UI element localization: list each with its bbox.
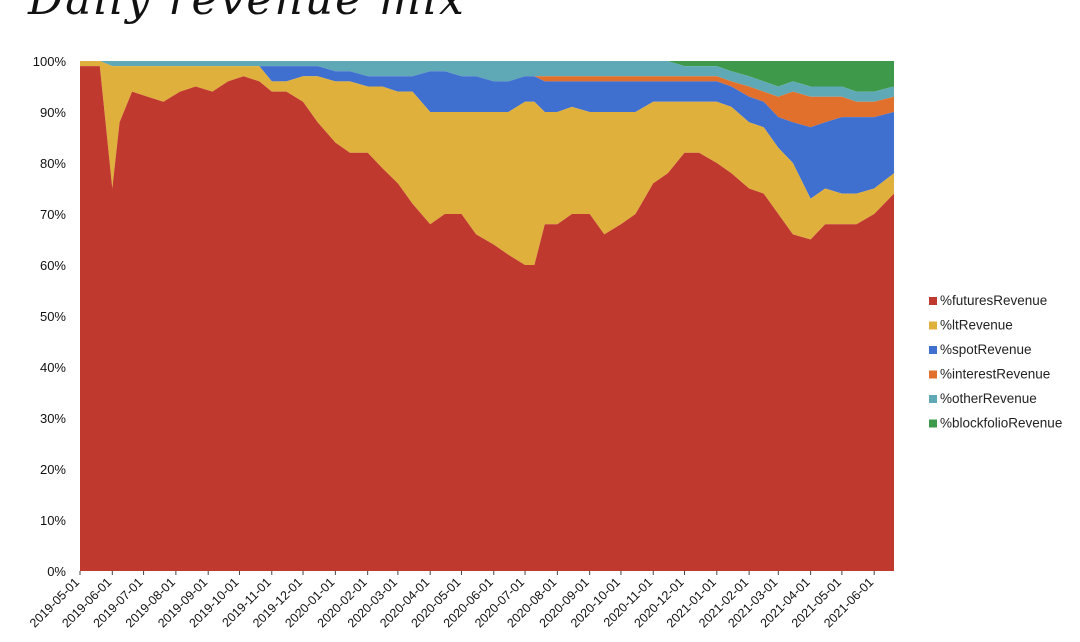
- legend-swatch: [929, 297, 937, 305]
- legend-swatch: [929, 370, 937, 379]
- legend: %futuresRevenue %ltRevenue %spotRevenue %in…: [929, 293, 1062, 431]
- legend-swatch: [929, 419, 937, 428]
- area-ltRevenue: [80, 61, 894, 265]
- legend-label: %interestRevenue: [940, 367, 1050, 382]
- series-areas: [80, 61, 894, 571]
- y-tick-label: 90%: [40, 105, 66, 120]
- area-futuresRevenue: [80, 66, 894, 571]
- y-tick-label: 100%: [33, 54, 67, 69]
- area-interestRevenue: [80, 61, 894, 128]
- area-blockfolioRevenue: [80, 61, 894, 92]
- legend-label: %futuresRevenue: [940, 293, 1047, 308]
- y-tick-label: 20%: [40, 462, 66, 477]
- legend-label: %spotRevenue: [940, 342, 1032, 357]
- y-tick-label: 30%: [40, 411, 66, 426]
- y-axis-ticks: 0% 10% 20% 30% 40% 50% 60% 70% 80% 90% 100%: [33, 54, 67, 579]
- y-tick-label: 80%: [40, 156, 66, 171]
- legend-swatch: [929, 346, 937, 354]
- y-tick-label: 60%: [40, 258, 66, 273]
- chart-title: Daily revenue mix: [28, 0, 466, 25]
- legend-swatch: [929, 321, 937, 330]
- area-otherRevenue: [80, 61, 894, 102]
- legend-label: %otherRevenue: [940, 391, 1037, 406]
- legend-swatch: [929, 395, 937, 403]
- area-spotRevenue: [80, 61, 894, 199]
- y-tick-label: 10%: [40, 513, 66, 528]
- y-tick-label: 0%: [47, 564, 66, 579]
- y-tick-label: 40%: [40, 360, 66, 375]
- y-tick-label: 50%: [40, 309, 66, 324]
- x-axis-ticks: 2019-05-012019-06-012019-07-012019-08-01…: [27, 571, 876, 630]
- legend-label: %blockfolioRevenue: [940, 416, 1062, 431]
- y-tick-label: 70%: [40, 207, 66, 222]
- legend-label: %ltRevenue: [940, 318, 1013, 333]
